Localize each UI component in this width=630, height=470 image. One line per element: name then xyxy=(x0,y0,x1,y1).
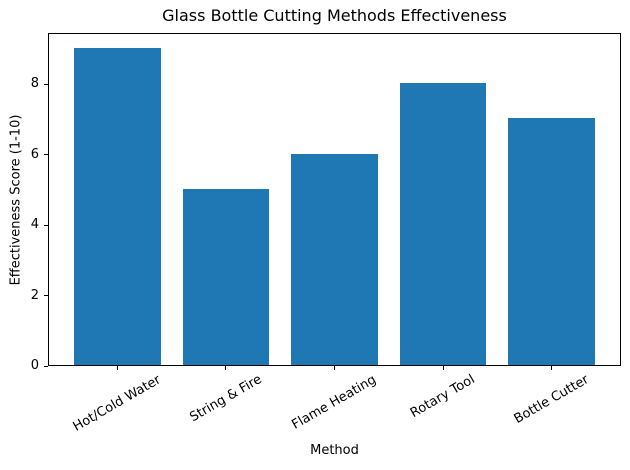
y-tick-mark xyxy=(44,224,48,226)
y-tick-mark xyxy=(44,154,48,156)
x-tick-mark xyxy=(225,366,227,370)
y-tick-mark xyxy=(44,83,48,85)
bar-flame-heating xyxy=(291,153,378,365)
y-tick-label: 6 xyxy=(30,146,39,162)
x-tick-mark xyxy=(334,366,335,370)
x-axis-title: Method xyxy=(310,443,359,458)
y-axis-title: Effectiveness Score (1-10) xyxy=(7,114,23,285)
bar-hot-cold-water xyxy=(74,47,161,365)
y-tick-label: 4 xyxy=(30,217,39,233)
chart-title: Glass Bottle Cutting Methods Effectivene… xyxy=(162,6,507,25)
x-tick-mark xyxy=(442,366,444,370)
x-tick-mark xyxy=(551,366,553,370)
x-tick-label-string-fire: String & Fire xyxy=(187,371,265,426)
plot-area xyxy=(48,33,621,366)
bar-bottle-cutter xyxy=(508,118,595,365)
x-tick-label-rotary-tool: Rotary Tool xyxy=(407,372,478,421)
y-tick-label: 0 xyxy=(30,358,39,373)
y-tick-label: 8 xyxy=(30,76,39,92)
bar-string-fire xyxy=(182,188,270,365)
y-tick-label: 2 xyxy=(30,287,39,303)
x-tick-label-flame-heating: Flame Heating xyxy=(289,372,379,433)
x-tick-mark xyxy=(116,366,118,370)
y-tick-mark xyxy=(44,365,48,367)
x-tick-label-hot-cold-water: Hot/Cold Water xyxy=(70,372,164,435)
x-tick-label-bottle-cutter: Bottle Cutter xyxy=(511,372,592,427)
bar-rotary-tool xyxy=(399,83,487,365)
y-tick-mark xyxy=(44,295,48,297)
